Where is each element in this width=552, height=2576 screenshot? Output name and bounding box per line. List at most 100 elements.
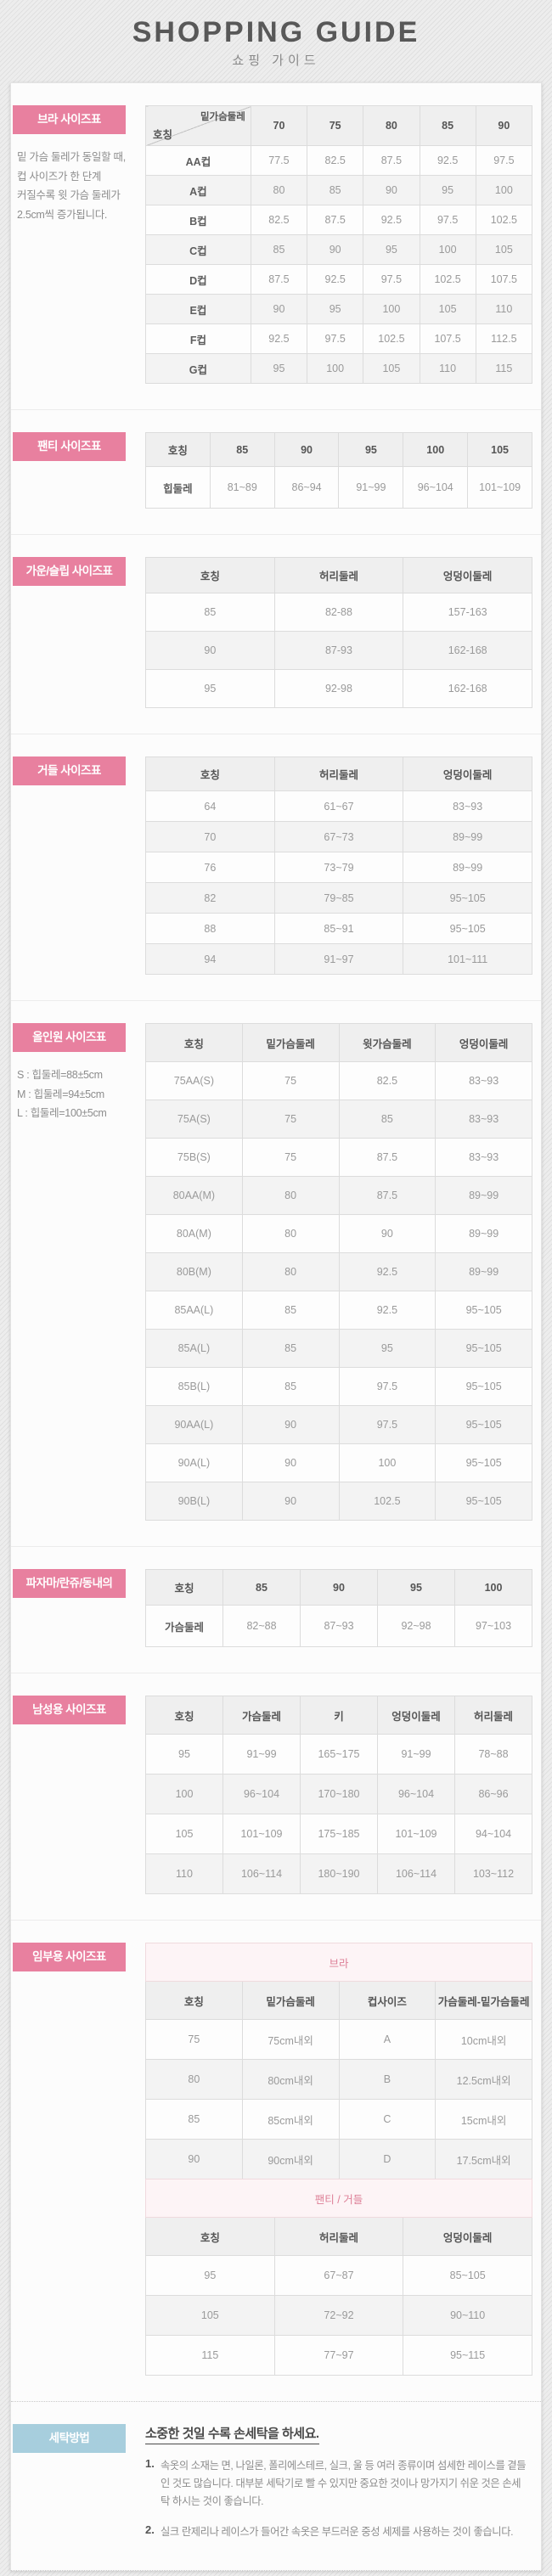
section-label-column: 남성용 사이즈표 (11, 1696, 145, 1894)
size-table-head: 호칭 밑가슴둘레 윗가슴둘레 엉덩이둘레 (145, 1023, 532, 1063)
table-row: 80A(M) 80 90 89~99 (145, 1214, 532, 1254)
band-title: 브라 (145, 1943, 532, 1983)
table-row: 76 73~79 89~99 (145, 852, 532, 884)
column-header: 75 (307, 105, 364, 147)
column-header: 105 (467, 432, 532, 468)
value-cell: 90 (338, 1214, 437, 1254)
value-cell: 82-88 (273, 593, 404, 633)
table-row: E컵 90 95 100 105 110 (145, 294, 533, 325)
value-cell: 157-163 (403, 593, 532, 633)
size-table: 호칭 허리둘레 엉덩이둘레 64 61~67 83~93 70 67~73 89~99 76 73~… (145, 756, 532, 976)
section-girdle: 거들 사이즈표 호칭 허리둘레 엉덩이둘레 64 61~67 83~93 70 67~73 89~… (11, 734, 541, 1000)
value-cell: 101~109 (222, 1814, 301, 1855)
value-cell: 102.5 (475, 205, 533, 236)
value-cell: 97.5 (419, 205, 476, 236)
column-header: 90 (273, 432, 340, 468)
washing-item-text: 속옷의 소재는 면, 나일론, 폴리에스테르, 실크, 울 등 여러 종류이며 … (161, 2460, 527, 2508)
size-table-body: 64 61~67 83~93 70 67~73 89~99 76 73~79 89~99 82 79… (145, 790, 532, 976)
section-label-column: 브라 사이즈표 밑 가슴 둘레가 동일할 때, 컵 사이즈가 한 단계 커질수록 윗 … (11, 105, 145, 384)
section-table-area: 호칭 85 90 95 100 105 힙둘레 81~89 86~94 91~99 96~104 10… (145, 432, 532, 509)
value-cell: 95~115 (403, 2335, 532, 2376)
washing-item: 1. 속옷의 소재는 면, 나일론, 폴리에스테르, 실크, 울 등 여러 종류이… (145, 2457, 529, 2511)
section-gown: 가운/슬립 사이즈표 호칭 허리둘레 엉덩이둘레 85 82-88 157-163 90 87-… (11, 534, 541, 734)
table-row: 85 82-88 157-163 (145, 593, 532, 633)
row-label-cell: 가슴둘레 (145, 1605, 223, 1648)
column-header: 밑가슴둘레 (241, 1023, 340, 1063)
value-cell: 91~99 (222, 1734, 301, 1775)
column-header: 호칭 (145, 1981, 243, 2021)
column-header: 95 (338, 432, 404, 468)
value-cell: 89~99 (435, 1214, 532, 1254)
value-cell: 95 (145, 1734, 223, 1775)
size-table-body: 가슴둘레 82~88 87~93 92~98 97~103 (145, 1605, 532, 1648)
row-label-cell: B컵 (145, 205, 251, 236)
column-header: 70 (250, 105, 308, 147)
value-cell: 85 (241, 1367, 340, 1407)
column-header: 호칭 (145, 1023, 243, 1063)
section-table-area: 호칭 가슴둘레 키 엉덩이둘레 허리둘레 95 91~99 165~175 91~99 78~88… (145, 1696, 532, 1895)
washing-content: 소중한 것일 수록 손세탁을 하세요. 1. 속옷의 소재는 면, 나일론, 폴리… (145, 2424, 532, 2541)
value-cell: C (338, 2099, 437, 2140)
value-cell: 87.5 (338, 1138, 437, 1178)
value-cell: 100 (419, 234, 476, 266)
column-header: 엉덩이둘레 (403, 2217, 532, 2257)
value-cell: 106~114 (377, 1853, 455, 1895)
row-label-cell: F컵 (145, 323, 251, 355)
table-row: 85AA(L) 85 92.5 95~105 (145, 1291, 532, 1330)
value-cell: 87~93 (300, 1605, 378, 1648)
washing-item-number: 1. (145, 2457, 155, 2471)
value-cell: 73~79 (273, 852, 404, 884)
note-line: S : 힙둘레=88±5cm (17, 1069, 103, 1082)
column-header: 허리둘레 (273, 557, 404, 594)
table-row: D컵 87.5 92.5 97.5 102.5 107.5 (145, 264, 533, 295)
value-cell: 90~110 (403, 2295, 532, 2337)
column-header: 95 (377, 1569, 455, 1606)
value-cell: 95 (338, 1329, 437, 1369)
value-cell: 101~111 (403, 943, 532, 976)
value-cell: 83~93 (435, 1138, 532, 1178)
value-cell: 175~185 (300, 1814, 378, 1855)
size-table-body: 95 91~99 165~175 91~99 78~88 100 96~104 170~180… (145, 1734, 532, 1895)
header-row: 호칭 가슴둘레 키 엉덩이둘레 허리둘레 (145, 1696, 532, 1735)
value-cell: 95~105 (435, 1291, 532, 1330)
value-cell: 67~73 (273, 821, 404, 853)
size-table-head: 호칭 허리둘레 엉덩이둘레 (145, 557, 532, 594)
section-table-area: 호칭 허리둘레 엉덩이둘레 85 82-88 157-163 90 87-93 162-168 9… (145, 557, 532, 709)
header-row: 호칭 허리둘레 엉덩이둘레 (145, 756, 532, 792)
table-row: 82 79~85 95~105 (145, 882, 532, 914)
sections: 브라 사이즈표 밑 가슴 둘레가 동일할 때, 컵 사이즈가 한 단계 커질수록 윗 … (11, 83, 541, 2401)
value-cell: 94~104 (454, 1814, 532, 1855)
value-cell: 85 (338, 1100, 437, 1139)
washing-item-text: 실크 란제리나 레이스가 들어간 속옷은 부드러운 중성 세제를 사용하는 것이… (161, 2526, 514, 2539)
value-cell: 12.5cm내외 (435, 2059, 532, 2101)
value-cell: 105 (145, 2295, 275, 2337)
value-cell: 95~105 (435, 1405, 532, 1445)
column-header: 밑가슴둘레 (241, 1981, 340, 2021)
value-cell: 85B(L) (145, 1367, 243, 1407)
row-label-cell: AA컵 (145, 145, 251, 177)
value-cell: 92.5 (338, 1291, 437, 1330)
table-row: 80 80cm내외 B 12.5cm내외 (145, 2059, 532, 2101)
value-cell: 97.5 (338, 1367, 437, 1407)
value-cell: 112.5 (475, 323, 533, 355)
value-cell: 72~92 (273, 2295, 404, 2337)
section-label-column: 팬티 사이즈표 (11, 432, 145, 509)
column-header: 90 (300, 1569, 378, 1606)
value-cell: 90B(L) (145, 1482, 243, 1521)
header-row: 호칭 밑가슴둘레 윗가슴둘레 엉덩이둘레 (145, 1023, 532, 1063)
band-row: 브라 (145, 1943, 532, 1983)
column-header: 100 (403, 432, 469, 468)
value-cell: 90 (363, 175, 420, 206)
value-cell: 80cm내외 (241, 2059, 340, 2101)
diagonal-header-cell: 밑가슴둘레 호칭 (145, 105, 251, 147)
table-row: F컵 92.5 97.5 102.5 107.5 112.5 (145, 323, 533, 355)
column-header: 85 (419, 105, 476, 147)
size-table: 호칭 밑가슴둘레 윗가슴둘레 엉덩이둘레 75AA(S) 75 82.5 83~93 75A(S… (145, 1023, 532, 1521)
section-maternity: 임부용 사이즈표 브라 호칭 밑가슴둘레 컵사이즈 가슴둘레-밑가슴둘레 75 75cm내외 A… (11, 1920, 541, 2401)
value-cell: 97.5 (338, 1405, 437, 1445)
value-cell: 90A(L) (145, 1443, 243, 1483)
value-cell: 92~98 (377, 1605, 455, 1648)
value-cell: 100 (145, 1774, 223, 1815)
value-cell: 85 (307, 175, 364, 206)
column-header: 키 (300, 1696, 378, 1735)
